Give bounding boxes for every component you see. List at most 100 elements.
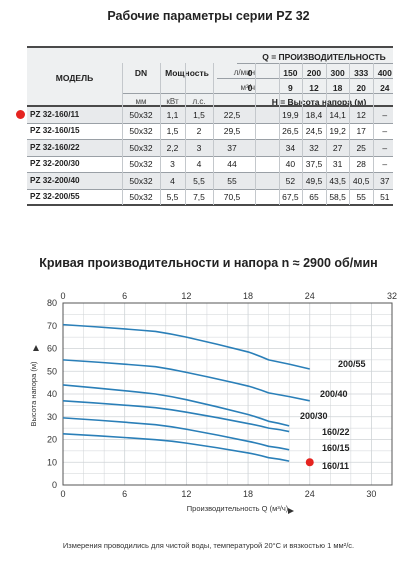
table-row-head-value: 55 (356, 192, 366, 202)
table-row-kw: 1,1 (166, 109, 179, 120)
table-row-head-value: 24,5 (305, 126, 323, 136)
table-row-divider (27, 122, 393, 124)
table-row-background (27, 139, 393, 156)
table-column-divider (213, 63, 214, 205)
table-row-head-value: 70,5 (223, 192, 241, 202)
x-tick-label: 24 (305, 489, 315, 499)
table-row-background (27, 106, 393, 123)
flow-m3h-value: 12 (309, 83, 319, 93)
table-row-dn: 50x32 (129, 126, 153, 136)
footnote: Измерения проводились для чистой воды, т… (62, 541, 355, 550)
table-row-model: PZ 32-160/11 (30, 109, 80, 119)
table-row-head-value: – (382, 142, 388, 153)
flow-lmin-value: 150 (283, 68, 298, 78)
table-row-head-value: 37 (380, 175, 390, 186)
table-row-kw: 3 (170, 159, 175, 169)
table-row-head-value: – (382, 109, 388, 120)
table-row-model: PZ 32-160/22 (30, 142, 80, 152)
curve-label: 160/15 (322, 443, 350, 453)
table-row-background (27, 155, 393, 172)
table-row-head-value: 27 (332, 142, 343, 153)
table-row-background (27, 188, 393, 205)
table-row-head-value: 18,4 (305, 109, 323, 120)
unit-m3h-label: м³/ч (240, 83, 255, 92)
table-row-divider (27, 172, 393, 173)
table-row-kw: 1,5 (166, 126, 179, 136)
flow-lmin-value: 200 (306, 68, 322, 78)
table-row-model: PZ 32-200/30 (30, 159, 80, 168)
table-row-head-value: 58,5 (329, 192, 346, 202)
unit-hp-label: л.с. (192, 97, 206, 106)
flow-lmin-value: 300 (330, 68, 345, 78)
x-tick-label: 12 (181, 489, 191, 499)
table-row-head-value: 49,5 (305, 175, 323, 186)
table-row-head-value: 32 (309, 142, 319, 153)
table-row-kw: 4 (170, 175, 175, 186)
table-row-dn: 50x32 (129, 175, 153, 186)
y-tick-label: 10 (47, 457, 57, 467)
plot-frame (62, 302, 393, 486)
table-row-model: PZ 32-200/55 (30, 192, 80, 201)
table-column-divider (160, 63, 161, 205)
table-row-kw: 5,5 (166, 192, 179, 202)
table-row-hp: 5,5 (193, 175, 205, 186)
y-axis-arrow (33, 345, 39, 351)
table-row-dn: 50x32 (129, 192, 153, 202)
curve-label: 160/11 (322, 461, 349, 471)
flow-m3h-value: 20 (356, 83, 366, 93)
table-row-divider (27, 155, 393, 157)
table-row-head-value: 25 (356, 142, 366, 153)
table-row-head-value: 12 (356, 109, 366, 120)
x-top-tick-label: 12 (181, 291, 191, 301)
y-tick-label: 30 (47, 412, 57, 422)
curve-160-22 (62, 400, 290, 433)
table-rule-header-bottom (27, 105, 393, 107)
y-tick-label: 80 (47, 298, 57, 308)
table-row-head-value: 17 (356, 126, 366, 136)
table-row-head-value: 28 (356, 159, 366, 169)
table-row-head-value: 43,5 (329, 175, 346, 186)
x-tick-label: 0 (60, 489, 65, 499)
table-row-head-value: 26,5 (282, 126, 299, 136)
flow-m3h-value: 0 (247, 83, 253, 93)
table-row-hp: 4 (196, 159, 202, 169)
curve-200-30 (62, 384, 290, 427)
y-tick-label: 50 (47, 366, 57, 376)
curve-label: 200/40 (320, 389, 348, 399)
table-row-head-value: 40,5 (352, 175, 370, 186)
table-row-head-value: 40 (285, 159, 296, 169)
curve-160-11 (62, 433, 290, 462)
table-column-divider (255, 63, 256, 205)
table-row-divider (27, 139, 393, 140)
parameters-table: МОДЕЛЬ DN Мощность Q = ПРОИЗВОДИТЕЛЬНОСТЬ л/… (27, 46, 393, 206)
table-row-head-value: 37 (227, 142, 237, 153)
selected-row-marker (16, 109, 25, 119)
column-header-power: Мощность (165, 68, 209, 78)
table-header-background (27, 46, 393, 106)
table-rule-bottom (27, 204, 393, 206)
selected-point-marker (305, 458, 314, 467)
table-row-background (27, 172, 393, 189)
table-column-divider (122, 63, 123, 205)
table-row-head-value: 14,1 (329, 109, 346, 120)
curve-label: 200/55 (338, 359, 366, 369)
table-column-divider (373, 63, 374, 205)
table-row-head-value: 22,5 (223, 109, 241, 120)
table-row-head-value: 29,5 (223, 126, 241, 136)
table-row-dn: 50x32 (129, 142, 153, 153)
x-axis-label: Производительность Q (м³/ч) (187, 504, 289, 513)
flow-m3h-value: 18 (332, 83, 343, 93)
y-tick-label: 70 (47, 321, 57, 331)
x-top-tick-label: 24 (305, 291, 315, 301)
table-row-hp: 1,5 (193, 109, 205, 120)
flow-m3h-value: 9 (288, 83, 293, 93)
table-row-dn: 50x32 (129, 109, 153, 120)
head-header: H = Высота напора (м) (271, 97, 367, 107)
table-row-hp: 7,5 (193, 192, 205, 202)
curve-200-55 (62, 323, 310, 370)
unit-dn-label: мм (135, 97, 147, 106)
table-row-divider (27, 188, 393, 190)
table-row-hp: 3 (196, 142, 202, 153)
table-row-head-value: 34 (285, 142, 296, 153)
